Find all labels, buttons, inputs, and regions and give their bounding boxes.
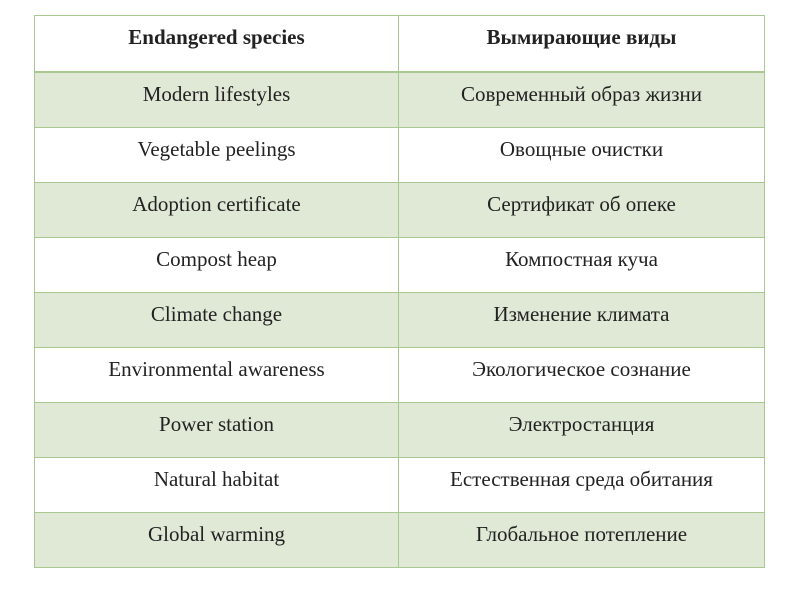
cell-english: Natural habitat xyxy=(34,457,399,513)
cell-russian: Глобальное потепление xyxy=(398,512,765,568)
header-russian: Вымирающие виды xyxy=(398,15,765,73)
cell-english: Modern lifestyles xyxy=(34,71,399,128)
cell-english: Compost heap xyxy=(34,237,399,293)
table-row: Adoption certificate Сертификат об опеке xyxy=(34,182,765,238)
table-header-row: Endangered species Вымирающие виды xyxy=(34,15,765,73)
cell-english: Environmental awareness xyxy=(34,347,399,403)
cell-english: Power station xyxy=(34,402,399,458)
cell-english: Climate change xyxy=(34,292,399,348)
table-row: Global warming Глобальное потепление xyxy=(34,512,765,568)
cell-russian: Изменение климата xyxy=(398,292,765,348)
cell-russian: Естественная среда обитания xyxy=(398,457,765,513)
vocabulary-table: Endangered species Вымирающие виды Moder… xyxy=(34,15,765,568)
table-row: Modern lifestyles Современный образ жизн… xyxy=(34,71,765,128)
cell-english: Global warming xyxy=(34,512,399,568)
table-row: Climate change Изменение климата xyxy=(34,292,765,348)
cell-russian: Овощные очистки xyxy=(398,127,765,183)
table-row: Environmental awareness Экологическое со… xyxy=(34,347,765,403)
cell-russian: Электростанция xyxy=(398,402,765,458)
table-row: Compost heap Компостная куча xyxy=(34,237,765,293)
cell-english: Vegetable peelings xyxy=(34,127,399,183)
cell-russian: Современный образ жизни xyxy=(398,71,765,128)
cell-russian: Компостная куча xyxy=(398,237,765,293)
table-row: Natural habitat Естественная среда обита… xyxy=(34,457,765,513)
table-row: Vegetable peelings Овощные очистки xyxy=(34,127,765,183)
cell-english: Adoption certificate xyxy=(34,182,399,238)
cell-russian: Экологическое сознание xyxy=(398,347,765,403)
header-english: Endangered species xyxy=(34,15,399,73)
table-row: Power station Электростанция xyxy=(34,402,765,458)
cell-russian: Сертификат об опеке xyxy=(398,182,765,238)
